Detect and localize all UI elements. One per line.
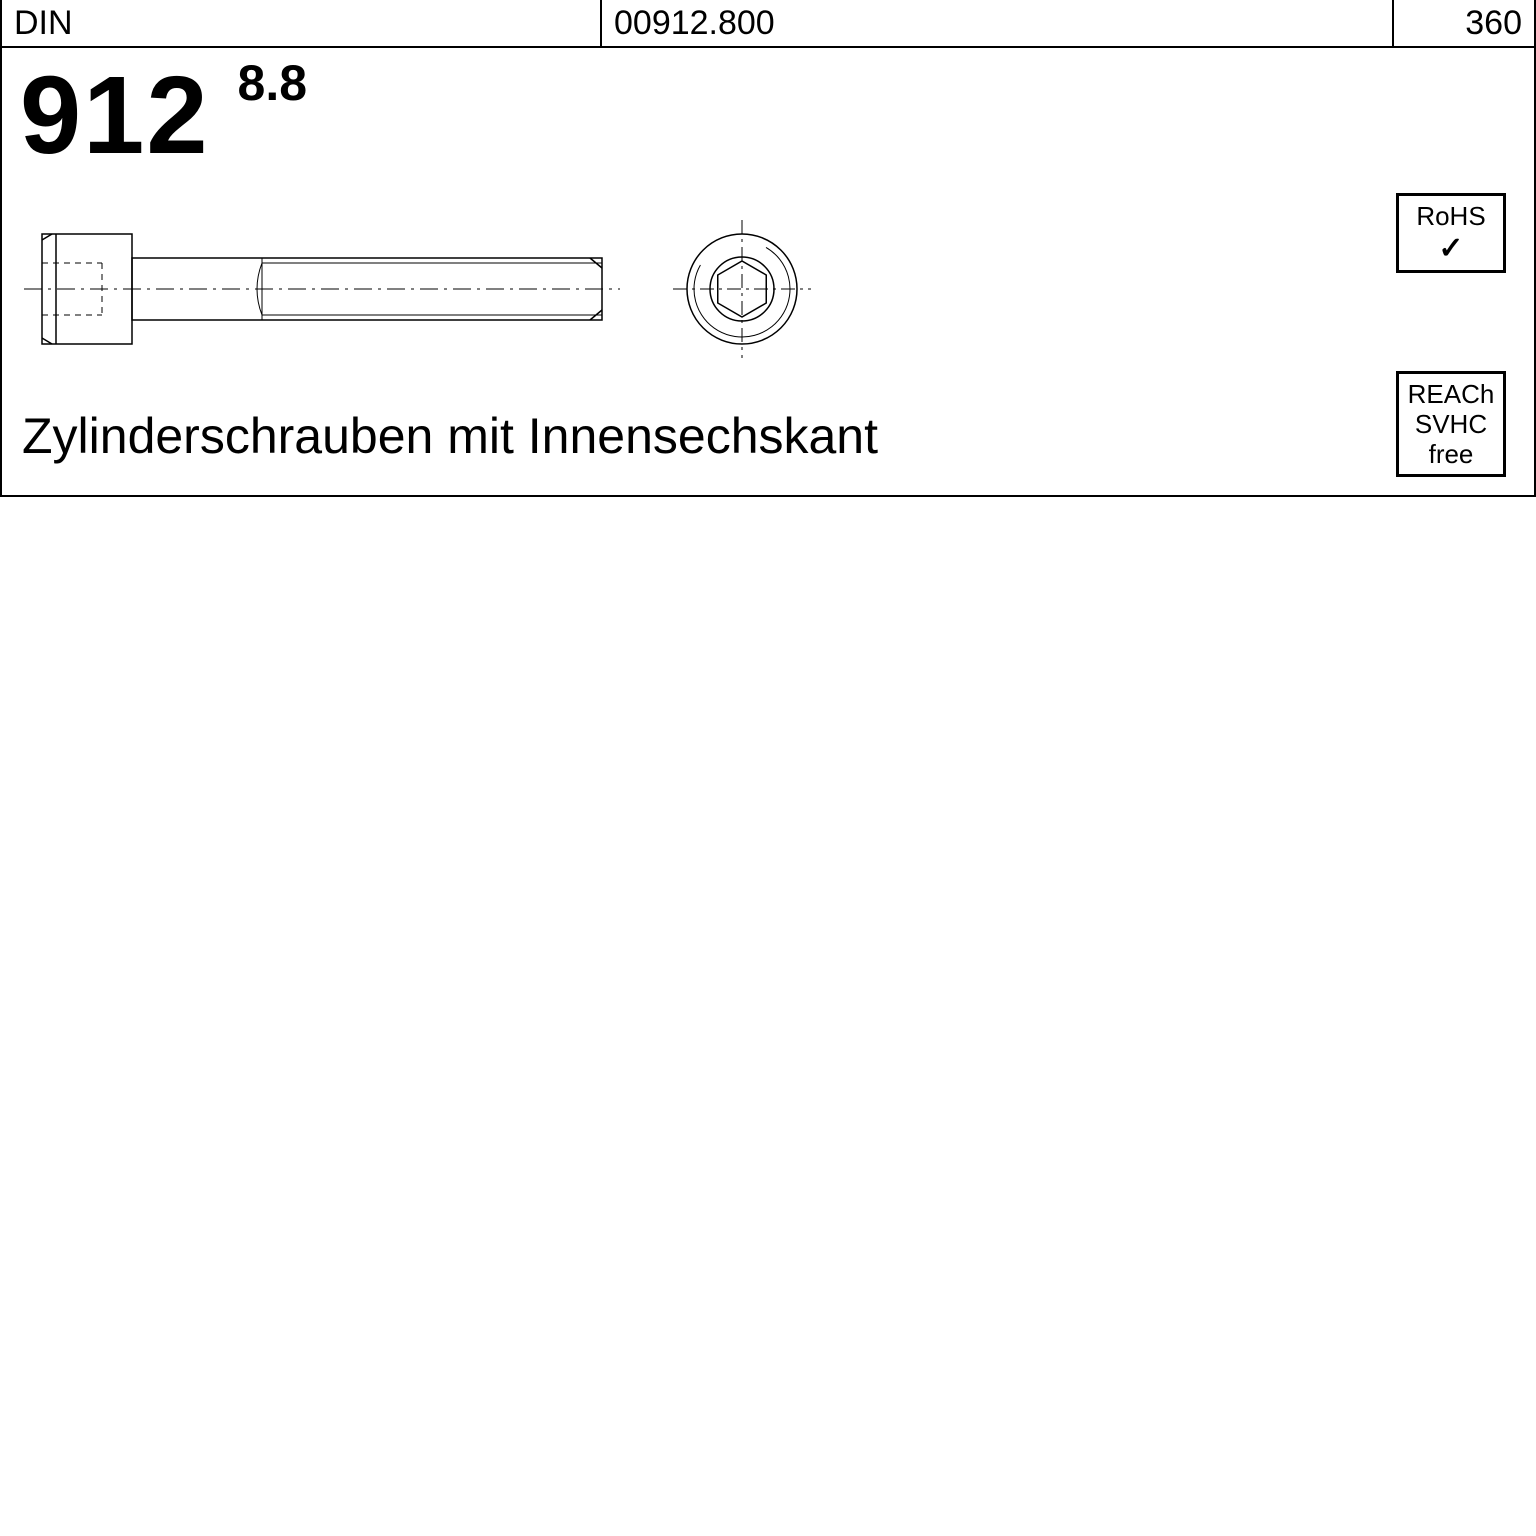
technical-drawing: RoHS ✓ [2, 199, 1534, 389]
description-row: Zylinderschrauben mit Innensechskant REA… [2, 389, 1534, 495]
rohs-badge: RoHS ✓ [1396, 193, 1506, 273]
rohs-label: RoHS [1405, 202, 1497, 232]
reach-line2: SVHC [1405, 410, 1497, 440]
header-page: 360 [1394, 0, 1534, 46]
standard-label: DIN [14, 4, 73, 43]
reach-line3: free [1405, 440, 1497, 470]
header-row: DIN 00912.800 360 [2, 0, 1534, 48]
reach-line1: REACh [1405, 380, 1497, 410]
datasheet: DIN 00912.800 360 912 8.8 RoHS ✓ Zylinde… [0, 0, 1536, 497]
strength-grade: 8.8 [228, 48, 308, 199]
title-row: 912 8.8 [2, 48, 1534, 199]
reach-badge: REACh SVHC free [1396, 371, 1506, 477]
page-ref: 360 [1465, 4, 1522, 43]
article-code: 00912.800 [614, 4, 775, 43]
header-standard: DIN [2, 0, 602, 46]
product-description: Zylinderschrauben mit Innensechskant [22, 408, 878, 464]
header-article: 00912.800 [602, 0, 1394, 46]
check-icon: ✓ [1405, 232, 1497, 267]
din-number: 912 [2, 48, 228, 199]
bolt-diagram [2, 199, 902, 389]
